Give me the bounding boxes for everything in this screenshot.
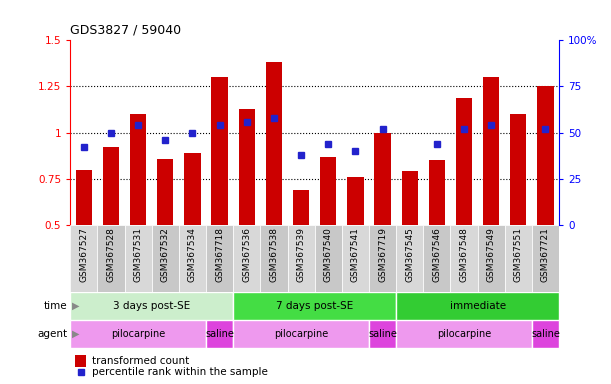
Bar bbox=[396, 225, 423, 292]
Bar bbox=[266, 63, 282, 225]
Bar bbox=[478, 225, 505, 292]
Text: GSM367531: GSM367531 bbox=[134, 227, 142, 282]
Bar bbox=[260, 225, 288, 292]
Bar bbox=[233, 320, 369, 348]
Text: GSM367549: GSM367549 bbox=[487, 227, 496, 282]
Bar bbox=[537, 86, 554, 225]
Bar bbox=[320, 157, 337, 225]
Bar bbox=[396, 320, 532, 348]
Text: GSM367534: GSM367534 bbox=[188, 227, 197, 282]
Text: GDS3827 / 59040: GDS3827 / 59040 bbox=[70, 23, 181, 36]
Text: GSM367528: GSM367528 bbox=[106, 227, 115, 282]
Text: saline: saline bbox=[531, 329, 560, 339]
Bar bbox=[423, 225, 450, 292]
Bar bbox=[510, 114, 527, 225]
Bar bbox=[152, 225, 179, 292]
Bar bbox=[505, 225, 532, 292]
Bar bbox=[532, 320, 559, 348]
Bar bbox=[347, 177, 364, 225]
Bar bbox=[233, 225, 260, 292]
Bar bbox=[315, 225, 342, 292]
Text: GSM367532: GSM367532 bbox=[161, 227, 170, 282]
Text: percentile rank within the sample: percentile rank within the sample bbox=[92, 367, 268, 377]
Text: GSM367541: GSM367541 bbox=[351, 227, 360, 282]
Bar bbox=[70, 225, 97, 292]
Bar bbox=[239, 109, 255, 225]
Text: GSM367539: GSM367539 bbox=[296, 227, 306, 282]
Bar bbox=[396, 292, 559, 320]
Text: GSM367721: GSM367721 bbox=[541, 227, 550, 282]
Text: saline: saline bbox=[368, 329, 397, 339]
Text: GSM367719: GSM367719 bbox=[378, 227, 387, 282]
Bar bbox=[375, 133, 390, 225]
Bar bbox=[97, 225, 125, 292]
Bar bbox=[103, 147, 119, 225]
Bar bbox=[369, 225, 396, 292]
Text: pilocarpine: pilocarpine bbox=[437, 329, 491, 339]
Bar bbox=[70, 292, 233, 320]
Bar bbox=[288, 225, 315, 292]
Text: 3 days post-SE: 3 days post-SE bbox=[113, 301, 191, 311]
Bar bbox=[75, 355, 86, 367]
Bar bbox=[429, 161, 445, 225]
Bar bbox=[185, 153, 200, 225]
Text: agent: agent bbox=[37, 329, 67, 339]
Text: GSM367527: GSM367527 bbox=[79, 227, 89, 282]
Text: GSM367546: GSM367546 bbox=[433, 227, 441, 282]
Bar bbox=[70, 320, 206, 348]
Bar bbox=[369, 320, 396, 348]
Text: transformed count: transformed count bbox=[92, 356, 189, 366]
Bar bbox=[293, 190, 309, 225]
Bar bbox=[76, 170, 92, 225]
Text: GSM367718: GSM367718 bbox=[215, 227, 224, 282]
Bar bbox=[211, 77, 228, 225]
Text: ▶: ▶ bbox=[71, 329, 79, 339]
Text: GSM367538: GSM367538 bbox=[269, 227, 279, 282]
Text: time: time bbox=[43, 301, 67, 311]
Bar bbox=[456, 98, 472, 225]
Text: 7 days post-SE: 7 days post-SE bbox=[276, 301, 353, 311]
Text: GSM367536: GSM367536 bbox=[243, 227, 251, 282]
Bar bbox=[157, 159, 174, 225]
Bar bbox=[401, 172, 418, 225]
Bar bbox=[130, 114, 146, 225]
Text: GSM367548: GSM367548 bbox=[459, 227, 469, 282]
Text: saline: saline bbox=[205, 329, 234, 339]
Text: immediate: immediate bbox=[450, 301, 506, 311]
Text: GSM367545: GSM367545 bbox=[405, 227, 414, 282]
Bar bbox=[206, 320, 233, 348]
Text: ▶: ▶ bbox=[71, 301, 79, 311]
Bar bbox=[342, 225, 369, 292]
Bar bbox=[233, 292, 396, 320]
Text: pilocarpine: pilocarpine bbox=[274, 329, 328, 339]
Bar bbox=[206, 225, 233, 292]
Text: pilocarpine: pilocarpine bbox=[111, 329, 166, 339]
Bar bbox=[450, 225, 478, 292]
Bar bbox=[532, 225, 559, 292]
Bar bbox=[125, 225, 152, 292]
Text: GSM367540: GSM367540 bbox=[324, 227, 333, 282]
Text: GSM367551: GSM367551 bbox=[514, 227, 523, 282]
Bar bbox=[179, 225, 206, 292]
Bar bbox=[483, 77, 499, 225]
